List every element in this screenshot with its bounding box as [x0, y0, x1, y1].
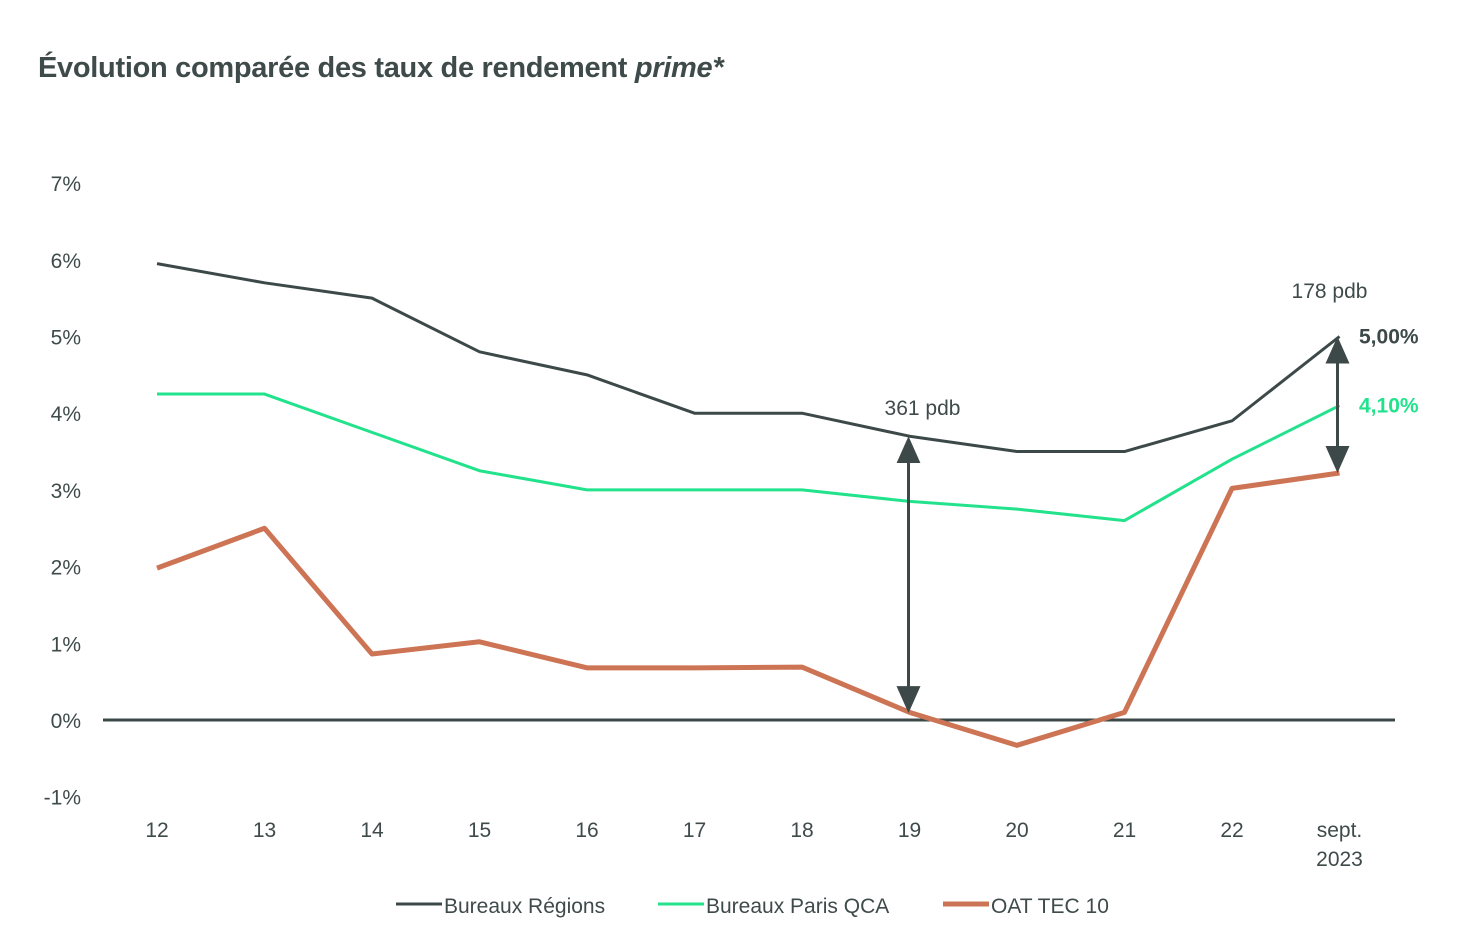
series-line-oat-tec-10: [156, 470, 1340, 748]
y-tick-label: 3%: [51, 480, 81, 503]
series-line-bureaux-paris-qca: [157, 392, 1341, 523]
y-tick-label: 5%: [51, 327, 81, 350]
y-tick-label: -1%: [44, 787, 81, 810]
x-tick-label: 16: [575, 819, 598, 842]
x-tick-label: 17: [683, 819, 706, 842]
x-tick-label: sept.: [1317, 819, 1363, 842]
x-tick-label: 21: [1113, 819, 1136, 842]
y-tick-label: 0%: [51, 710, 81, 733]
chart-title: Évolution comparée des taux de rendement…: [38, 52, 724, 85]
series-line-bureaux-régions: [156, 262, 1341, 454]
x-tick-label: 12: [145, 819, 168, 842]
title-text: Évolution comparée des taux de rendement: [38, 52, 628, 84]
end-value-label: 4,10%: [1359, 395, 1419, 418]
y-tick-label: 7%: [51, 173, 81, 196]
legend-label: Bureaux Paris QCA: [706, 895, 889, 918]
legend-label: Bureaux Régions: [444, 895, 605, 918]
spread-label: 361 pdb: [885, 397, 961, 420]
x-tick-label: 15: [468, 819, 491, 842]
end-value-label: 5,00%: [1359, 326, 1419, 349]
x-tick-label: 14: [360, 819, 384, 842]
y-tick-label: 6%: [51, 250, 81, 273]
spread-label: 178 pdb: [1292, 280, 1368, 303]
x-tick-label: 13: [253, 819, 276, 842]
y-tick-label: 4%: [51, 403, 81, 426]
x-tick-label: 20: [1005, 819, 1028, 842]
y-tick-label: 2%: [51, 557, 81, 580]
x-tick-label: 22: [1220, 819, 1243, 842]
x-tick-label: 2023: [1316, 848, 1363, 871]
y-tick-label: 1%: [51, 633, 81, 656]
x-tick-label: 19: [898, 819, 921, 842]
title-italic: prime*: [634, 52, 724, 84]
x-tick-label: 18: [790, 819, 813, 842]
legend-label: OAT TEC 10: [991, 895, 1109, 918]
